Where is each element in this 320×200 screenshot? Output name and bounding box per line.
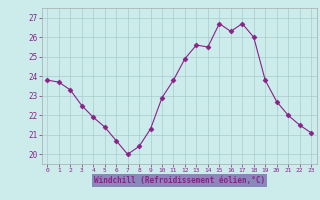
X-axis label: Windchill (Refroidissement éolien,°C): Windchill (Refroidissement éolien,°C) [94, 176, 265, 185]
